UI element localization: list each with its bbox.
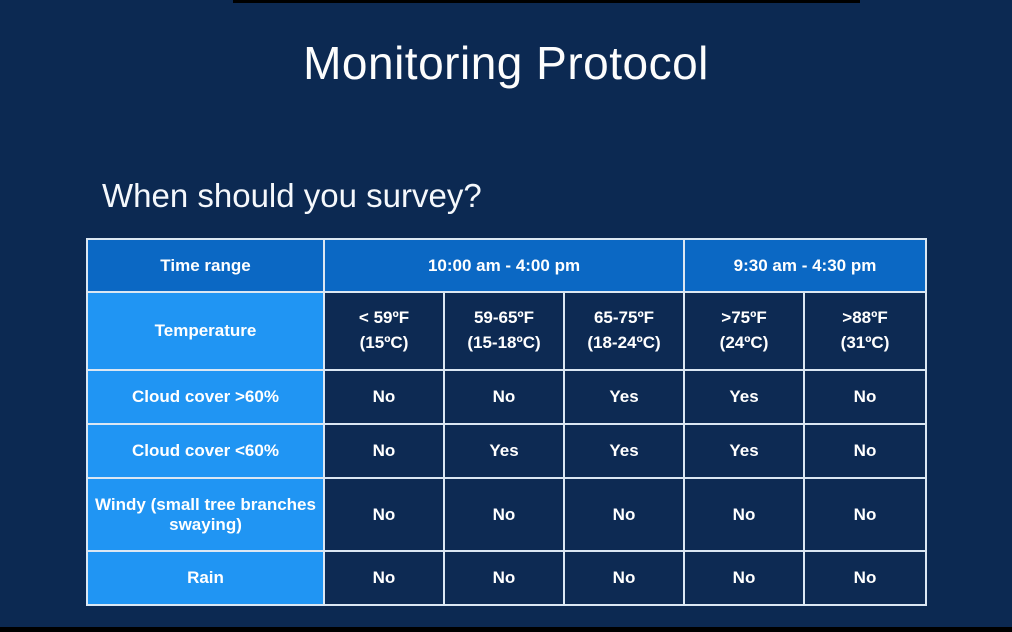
temperature-row: Temperature < 59ºF (15ºC) 59-65ºF (15-18… [86,291,928,371]
temp-col-5: >88ºF (31ºC) [803,291,928,371]
time-range-label: Time range [86,238,325,293]
table-cell: Yes [443,423,565,479]
table-cell: Yes [562,423,686,479]
temp-col-2: 59-65ºF (15-18ºC) [443,291,565,371]
table-cell: No [683,550,806,606]
top-letterbox-bar [233,0,860,3]
table-cell: No [803,550,928,606]
table-cell: No [803,423,928,479]
slide-heading: When should you survey? [102,177,482,215]
table-cell: No [323,423,445,479]
temp-f: >75ºF [721,308,767,328]
condition-label: Cloud cover >60% [86,369,325,425]
temp-col-4: >75ºF (24ºC) [683,291,806,371]
table-cell: Yes [562,369,686,425]
slide-title: Monitoring Protocol [303,36,709,89]
cloud-cover-lt60-row: Cloud cover <60% No Yes Yes Yes No [86,423,928,479]
time-range-1: 10:00 am - 4:00 pm [322,238,686,293]
temp-col-3: 65-75ºF (18-24ºC) [562,291,686,371]
windy-row: Windy (small tree branches swaying) No N… [86,477,928,552]
table-cell: Yes [683,369,806,425]
temp-c: (15ºC) [359,333,409,352]
time-range-row: Time range 10:00 am - 4:00 pm 9:30 am - … [86,238,928,293]
table-cell: No [443,477,565,552]
time-range-2: 9:30 am - 4:30 pm [683,238,928,293]
condition-label: Rain [86,550,325,606]
rain-row: Rain No No No No No [86,550,928,606]
temp-f: 65-75ºF [593,308,655,328]
temperature-label: Temperature [86,291,325,371]
table-cell: No [562,550,686,606]
bottom-letterbox-bar [0,627,1012,632]
table-cell: No [323,477,445,552]
temp-f: < 59ºF [358,308,410,328]
temp-c: (24ºC) [719,333,769,352]
table-cell: No [323,369,445,425]
table-cell: No [443,369,565,425]
condition-label: Windy (small tree branches swaying) [86,477,325,552]
table-cell: No [443,550,565,606]
temp-col-1: < 59ºF (15ºC) [323,291,445,371]
temp-c: (31ºC) [840,333,890,352]
table-cell: No [803,369,928,425]
table-cell: No [683,477,806,552]
table-cell: Yes [683,423,806,479]
temp-f: 59-65ºF [473,308,535,328]
table-cell: No [562,477,686,552]
temp-f: >88ºF [842,308,888,328]
cloud-cover-gt60-row: Cloud cover >60% No No Yes Yes No [86,369,928,425]
condition-label: Cloud cover <60% [86,423,325,479]
temp-c: (18-24ºC) [587,333,661,352]
table-cell: No [323,550,445,606]
survey-table-container: Time range 10:00 am - 4:00 pm 9:30 am - … [86,238,928,606]
table-cell: No [803,477,928,552]
survey-table: Time range 10:00 am - 4:00 pm 9:30 am - … [86,238,928,606]
temp-c: (15-18ºC) [467,333,541,352]
